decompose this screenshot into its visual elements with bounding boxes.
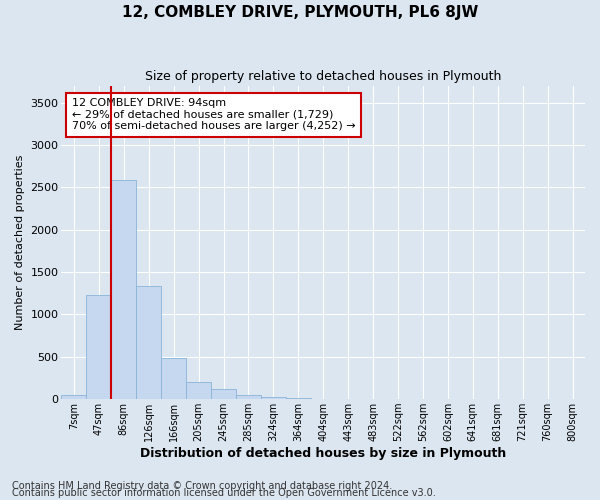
Bar <box>261 396 286 399</box>
Bar <box>286 398 311 399</box>
Bar <box>236 394 261 399</box>
Text: 12, COMBLEY DRIVE, PLYMOUTH, PL6 8JW: 12, COMBLEY DRIVE, PLYMOUTH, PL6 8JW <box>122 5 478 20</box>
Text: Contains public sector information licensed under the Open Government Licence v3: Contains public sector information licen… <box>12 488 436 498</box>
Bar <box>186 382 211 399</box>
X-axis label: Distribution of detached houses by size in Plymouth: Distribution of detached houses by size … <box>140 447 506 460</box>
Bar <box>136 286 161 399</box>
Y-axis label: Number of detached properties: Number of detached properties <box>15 154 25 330</box>
Text: Contains HM Land Registry data © Crown copyright and database right 2024.: Contains HM Land Registry data © Crown c… <box>12 481 392 491</box>
Bar <box>161 358 186 399</box>
Bar <box>86 295 112 399</box>
Title: Size of property relative to detached houses in Plymouth: Size of property relative to detached ho… <box>145 70 502 83</box>
Bar <box>61 394 86 399</box>
Bar <box>112 180 136 399</box>
Bar <box>211 389 236 399</box>
Text: 12 COMBLEY DRIVE: 94sqm
← 29% of detached houses are smaller (1,729)
70% of semi: 12 COMBLEY DRIVE: 94sqm ← 29% of detache… <box>72 98 356 132</box>
